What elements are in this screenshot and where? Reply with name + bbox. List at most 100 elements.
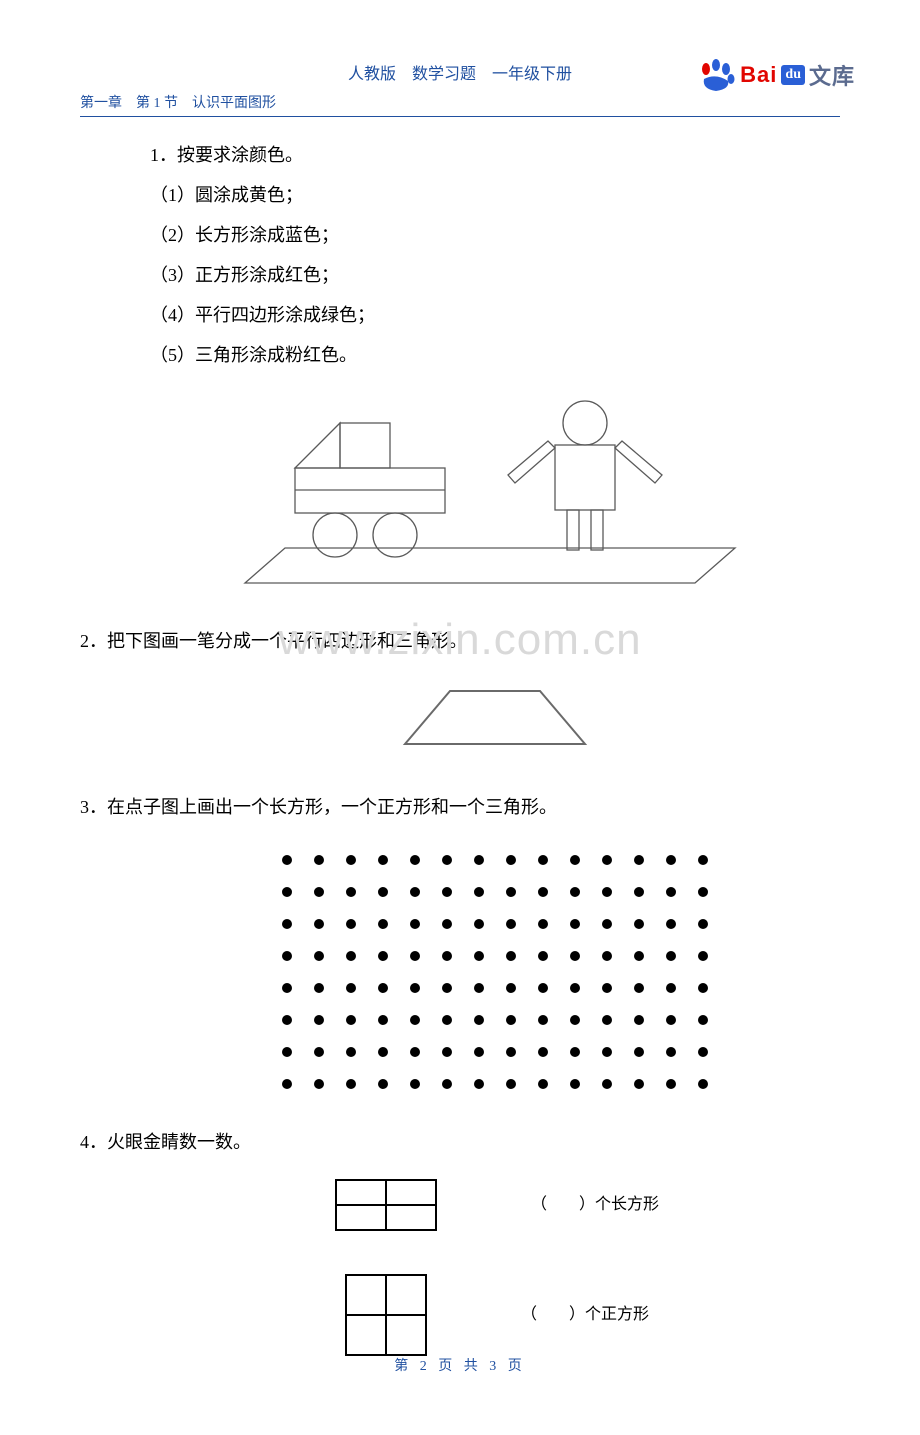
- grid-dot: [506, 919, 516, 929]
- grid-dot: [410, 1047, 420, 1057]
- grid-dot: [346, 1047, 356, 1057]
- person-head-circle: [563, 401, 607, 445]
- q1-item-4: （4）平行四边形涂成绿色；: [150, 297, 840, 333]
- grid-dot: [634, 983, 644, 993]
- q4-row-1: （ ）个长方形: [150, 1175, 840, 1235]
- breadcrumb: 第一章 第 1 节 认识平面图形: [80, 92, 840, 117]
- grid-dot: [442, 855, 452, 865]
- grid-dot: [570, 887, 580, 897]
- grid-dot: [634, 951, 644, 961]
- grid-dot: [602, 1047, 612, 1057]
- grid-dot: [442, 1047, 452, 1057]
- grid-dot: [570, 983, 580, 993]
- grid-dot: [538, 887, 548, 897]
- grid-dot: [570, 1079, 580, 1089]
- grid-dot: [442, 887, 452, 897]
- grid-dot: [442, 983, 452, 993]
- logo-wenku: 文库: [809, 59, 855, 91]
- person-arm-right: [615, 441, 662, 483]
- q1-item-1: （1）圆涂成黄色；: [150, 177, 840, 213]
- grid-dot: [570, 919, 580, 929]
- grid-dot: [378, 919, 388, 929]
- grid-dot: [698, 855, 708, 865]
- car-cab-square: [340, 423, 390, 468]
- grid-dot: [602, 983, 612, 993]
- grid-dot: [634, 1079, 644, 1089]
- grid-dot: [442, 951, 452, 961]
- q2-stem: 2．把下图画一笔分成一个平行四边形和三角形。: [80, 623, 840, 659]
- page: Bai du 文库 人教版 数学习题 一年级下册 第一章 第 1 节 认识平面图…: [0, 0, 920, 1435]
- person-leg-right: [591, 510, 603, 550]
- trapezoid: [405, 691, 585, 744]
- shapes-scene: [215, 393, 775, 593]
- grid-dot: [634, 887, 644, 897]
- grid-dot: [410, 855, 420, 865]
- grid-dot: [410, 1015, 420, 1025]
- grid-dot: [698, 887, 708, 897]
- grid-dot: [538, 855, 548, 865]
- grid-dot: [346, 951, 356, 961]
- grid-dot: [282, 919, 292, 929]
- grid-dot: [698, 1047, 708, 1057]
- square-grid-figure: [341, 1270, 431, 1360]
- car-hood-triangle: [295, 423, 340, 468]
- grid-dot: [346, 1079, 356, 1089]
- grid-dot: [634, 1015, 644, 1025]
- q1-item-5: （5）三角形涂成粉红色。: [150, 337, 840, 373]
- ground-parallelogram: [245, 548, 735, 583]
- grid-dot: [442, 919, 452, 929]
- grid-dot: [282, 1015, 292, 1025]
- grid-dot: [378, 951, 388, 961]
- grid-dot: [602, 887, 612, 897]
- person-arm-left: [508, 441, 555, 483]
- grid-dot: [666, 1047, 676, 1057]
- grid-dot: [474, 1079, 484, 1089]
- q4-label-2: （ ）个正方形: [521, 1299, 649, 1331]
- q1-item-3: （3）正方形涂成红色；: [150, 257, 840, 293]
- grid-dot: [506, 1015, 516, 1025]
- grid-dot: [378, 983, 388, 993]
- grid-dot: [346, 919, 356, 929]
- grid-dot: [314, 983, 324, 993]
- wheel-circle-2: [373, 513, 417, 557]
- grid-dot: [538, 1079, 548, 1089]
- grid-dot: [378, 1015, 388, 1025]
- grid-dot: [474, 1015, 484, 1025]
- grid-dot: [282, 983, 292, 993]
- grid-dot: [666, 951, 676, 961]
- q1-item-2: （2）长方形涂成蓝色；: [150, 217, 840, 253]
- grid-dot: [698, 983, 708, 993]
- q4-row-2: （ ）个正方形: [150, 1270, 840, 1360]
- grid-dot: [602, 1015, 612, 1025]
- grid-dot: [378, 1047, 388, 1057]
- grid-dot: [282, 855, 292, 865]
- grid-dot: [314, 951, 324, 961]
- grid-dot: [602, 1079, 612, 1089]
- grid-dot: [314, 1079, 324, 1089]
- q4-stem: 4．火眼金睛数一数。: [80, 1124, 840, 1160]
- grid-dot: [506, 855, 516, 865]
- grid-dot: [474, 887, 484, 897]
- grid-dot: [506, 1047, 516, 1057]
- grid-dot: [538, 951, 548, 961]
- grid-dot: [410, 951, 420, 961]
- grid-dot: [602, 855, 612, 865]
- grid-dot: [474, 951, 484, 961]
- grid-dot: [346, 983, 356, 993]
- grid-dot: [634, 919, 644, 929]
- grid-dot: [314, 855, 324, 865]
- grid-dot: [666, 855, 676, 865]
- grid-dot: [282, 887, 292, 897]
- grid-dot: [282, 951, 292, 961]
- q2-figure: [150, 679, 840, 759]
- logo-du-icon: du: [781, 65, 805, 85]
- grid-dot: [698, 919, 708, 929]
- grid-dot: [410, 1079, 420, 1089]
- grid-dot: [570, 951, 580, 961]
- grid-dot: [378, 855, 388, 865]
- grid-dot: [474, 983, 484, 993]
- grid-dot: [634, 1047, 644, 1057]
- q4-label-1: （ ）个长方形: [531, 1189, 659, 1221]
- grid-dot: [570, 1015, 580, 1025]
- content-area: 1．按要求涂颜色。 （1）圆涂成黄色； （2）长方形涂成蓝色； （3）正方形涂成…: [150, 137, 840, 1360]
